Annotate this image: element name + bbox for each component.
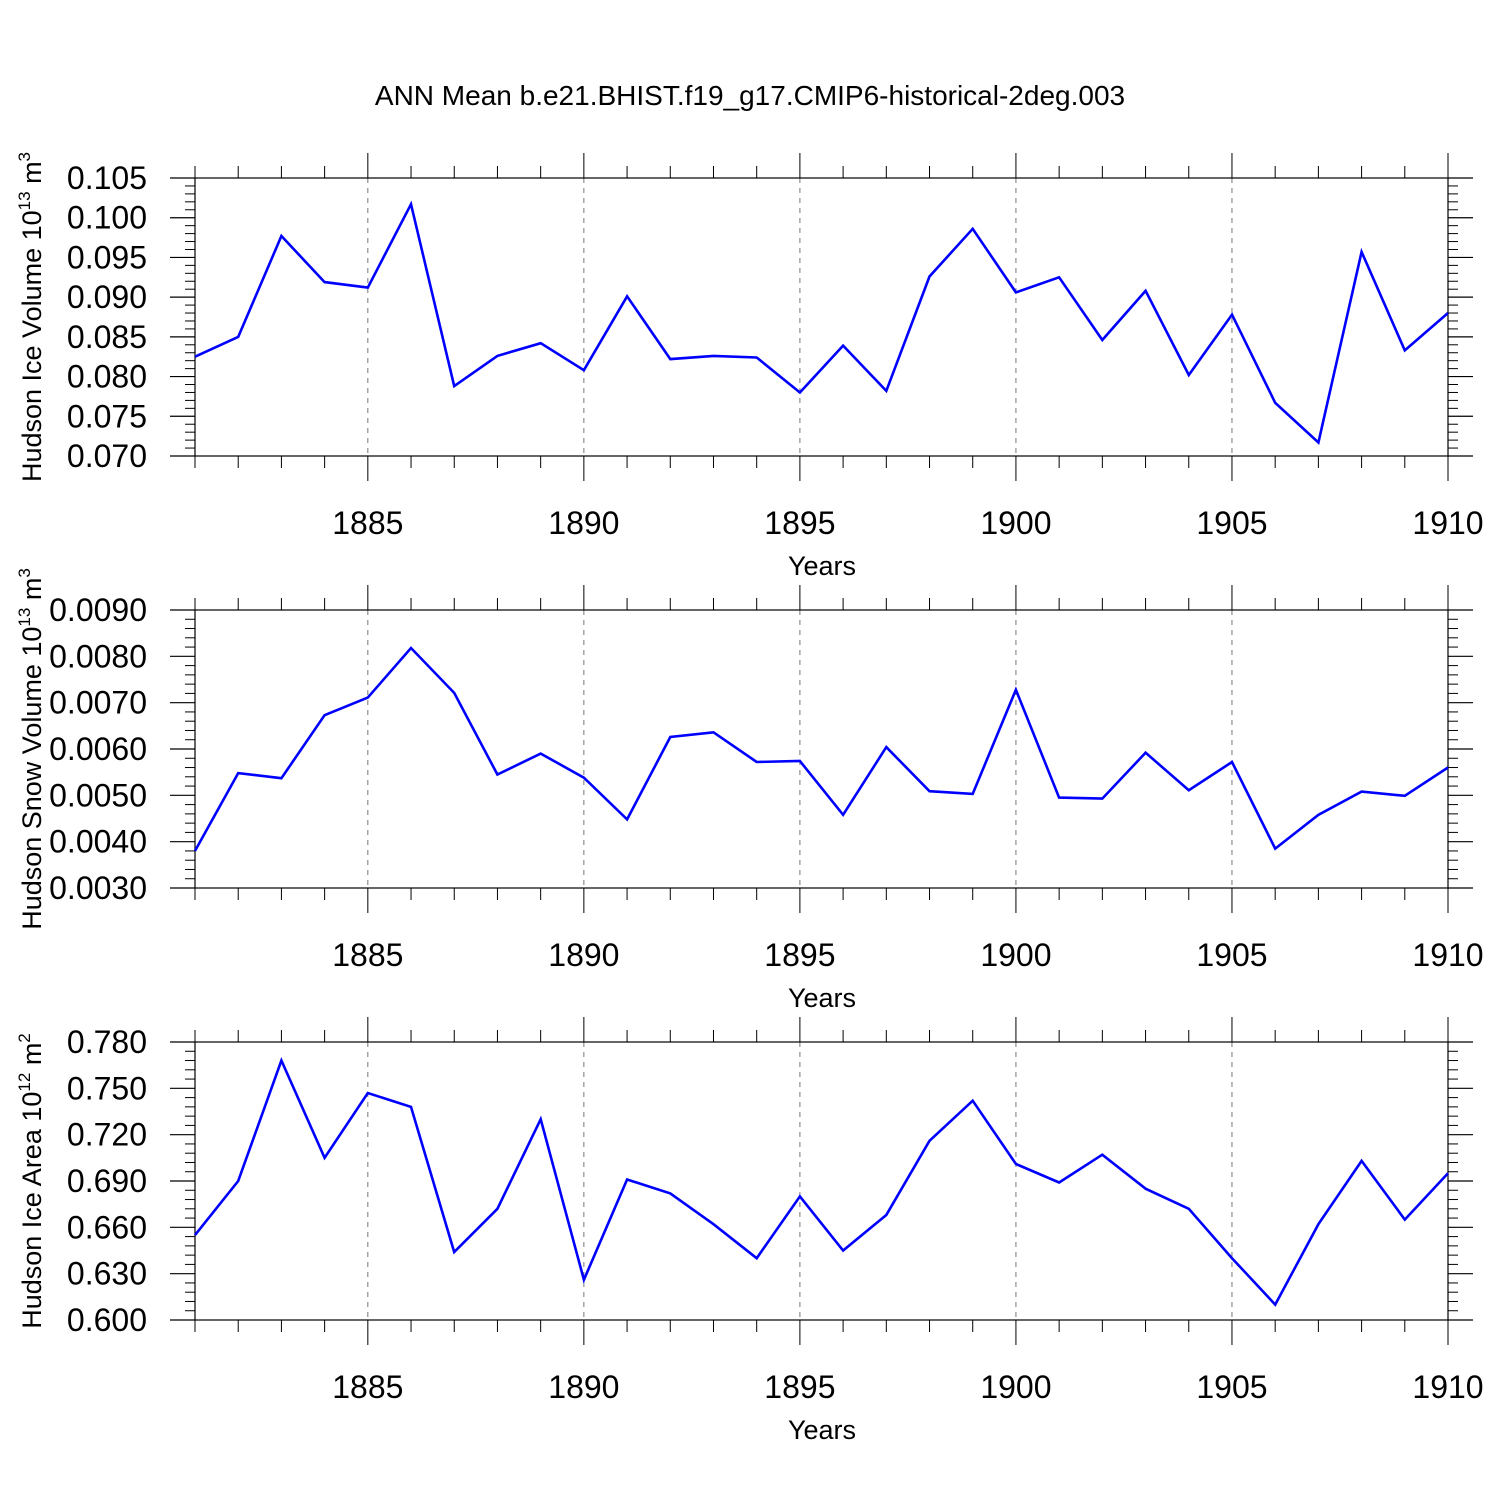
plot-frame	[194, 609, 1449, 889]
y-tick-label: 0.070	[67, 438, 147, 474]
x-tick-label: 1905	[1196, 505, 1267, 541]
panel-2: 0.0030 0.0040 0.0050 0.0060 0.0070 0.0080 0.00…	[15, 568, 1484, 1013]
y-tick-label: 0.720	[67, 1117, 147, 1153]
x-tick-label: 1905	[1196, 1369, 1267, 1405]
y-tick-label: 0.690	[67, 1163, 147, 1199]
y-tick-label: 0.0050	[49, 777, 147, 813]
y-tick-label: 0.630	[67, 1256, 147, 1292]
y-tick-label: 0.080	[67, 359, 147, 395]
x-tick-label: 1905	[1196, 937, 1267, 973]
y-axis-label: Hudson Ice Volume 1013 m3	[15, 152, 47, 482]
x-tick-label: 1885	[332, 1369, 403, 1405]
x-axis-label: Years	[788, 551, 856, 581]
y-tick-label: 0.105	[67, 160, 147, 196]
x-tick-label: 1910	[1412, 1369, 1483, 1405]
series-line	[193, 646, 1449, 852]
y-tick-label: 0.750	[67, 1070, 147, 1106]
y-tick-label: 0.100	[67, 200, 147, 236]
y-tick-label: 0.0040	[49, 824, 147, 860]
x-axis-label: Years	[788, 983, 856, 1013]
x-tick-label: 1890	[548, 937, 619, 973]
y-axis-label: Hudson Ice Area 1012 m2	[15, 1033, 47, 1329]
x-tick-label: 1895	[764, 1369, 835, 1405]
y-tick-label: 0.660	[67, 1209, 147, 1245]
y-tick-label: 0.0090	[49, 592, 147, 628]
series-line	[193, 1057, 1449, 1307]
series-line	[194, 200, 1449, 445]
y-tick-label: 0.075	[67, 398, 147, 434]
y-tick-label: 0.780	[67, 1024, 147, 1060]
x-tick-label: 1910	[1412, 937, 1483, 973]
x-tick-label: 1900	[980, 505, 1051, 541]
y-tick-label: 0.0080	[49, 638, 147, 674]
y-tick-label: 0.085	[67, 319, 147, 355]
x-tick-label: 1900	[980, 1369, 1051, 1405]
y-tick-label: 0.095	[67, 239, 147, 275]
y-tick-label: 0.0070	[49, 685, 147, 721]
plot-frame	[194, 1041, 1449, 1321]
x-tick-label: 1895	[764, 505, 835, 541]
y-axis-label: Hudson Snow Volume 1013 m3	[15, 568, 47, 930]
y-tick-label: 0.0060	[49, 731, 147, 767]
x-tick-label: 1900	[980, 937, 1051, 973]
x-tick-label: 1910	[1412, 505, 1483, 541]
plot-frame	[194, 177, 1449, 457]
y-tick-label: 0.600	[67, 1302, 147, 1338]
x-tick-label: 1890	[548, 505, 619, 541]
x-tick-label: 1885	[332, 937, 403, 973]
x-tick-label: 1890	[548, 1369, 619, 1405]
x-tick-label: 1885	[332, 505, 403, 541]
x-tick-label: 1895	[764, 937, 835, 973]
figure-title: ANN Mean b.e21.BHIST.f19_g17.CMIP6-histo…	[374, 80, 1126, 111]
y-tick-label: 0.090	[67, 279, 147, 315]
y-tick-label: 0.0030	[49, 870, 147, 906]
x-axis-label: Years	[788, 1415, 856, 1445]
panel-3: 0.600 0.630 0.660 0.690 0.720 0.750 0.780 1885 1…	[15, 1017, 1484, 1445]
